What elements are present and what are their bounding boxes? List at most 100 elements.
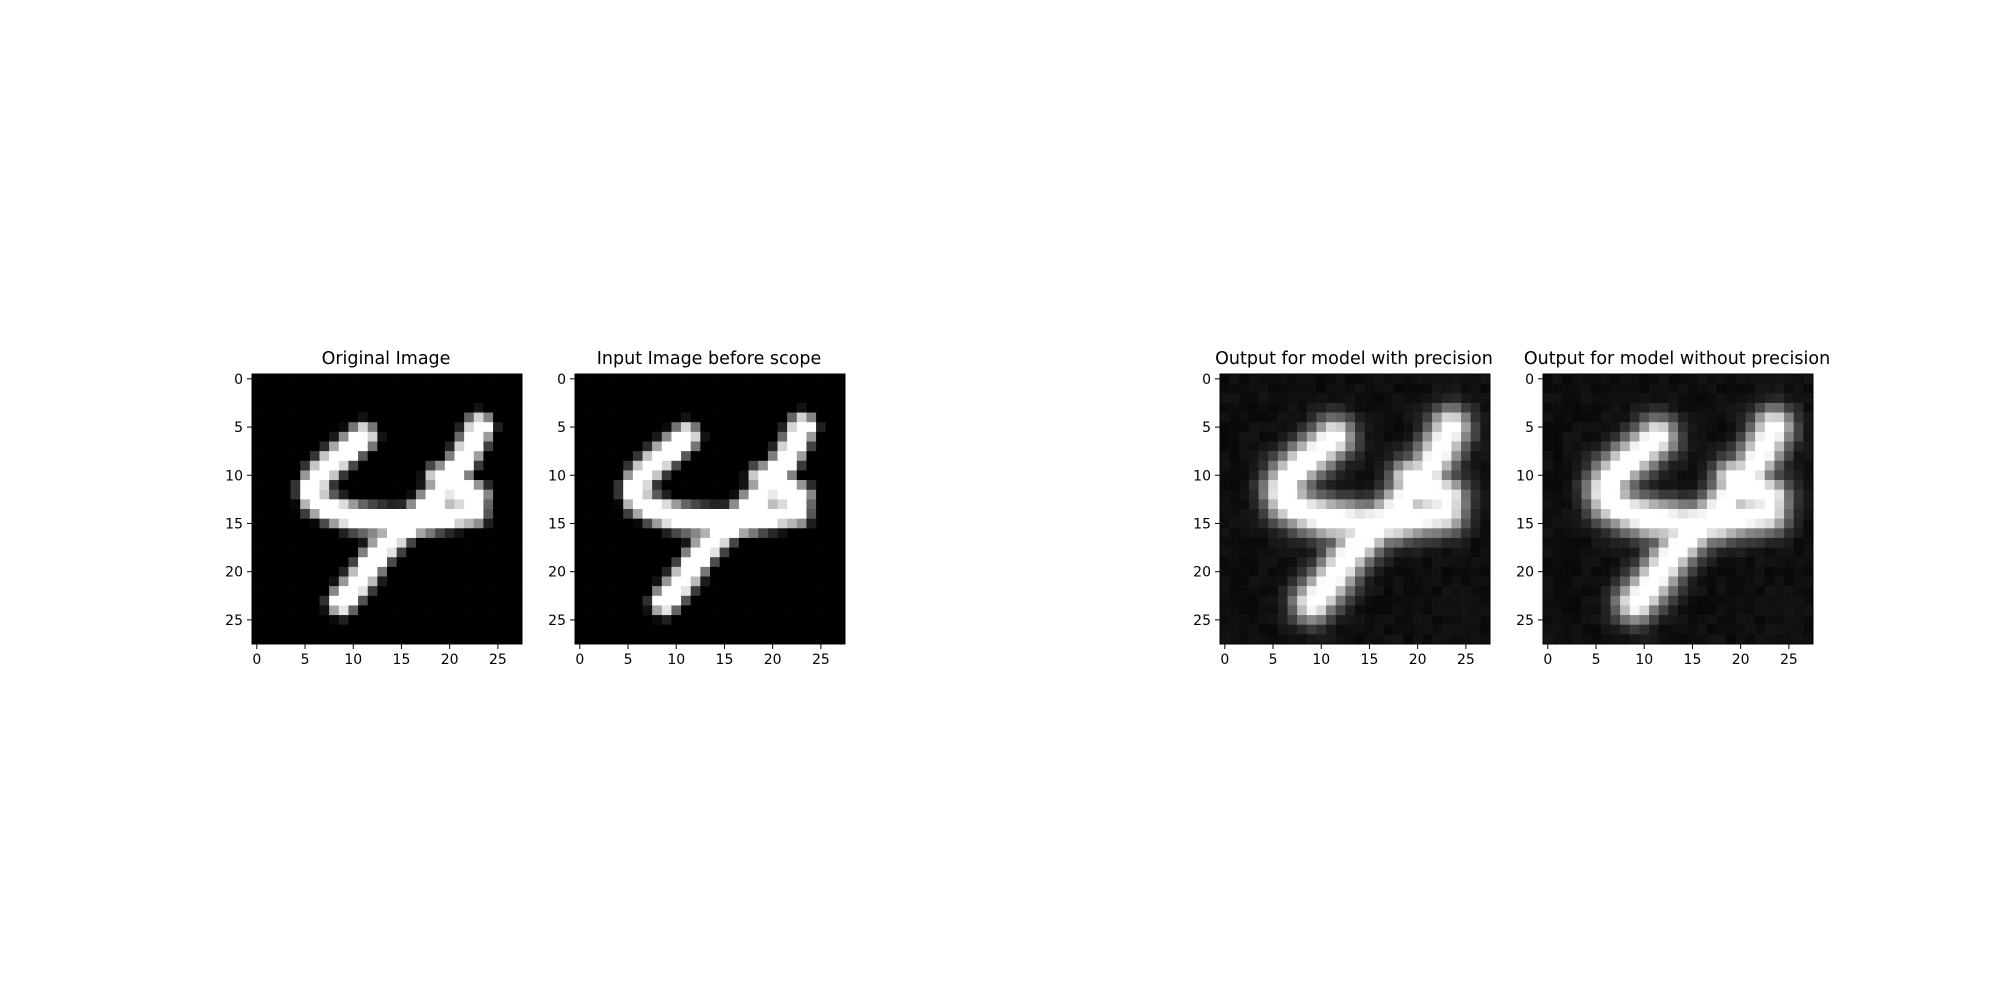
pixel-cell [300,528,311,539]
pixel-cell [1774,489,1785,500]
pixel-cell [748,537,759,548]
pixel-cell [1764,470,1775,481]
pixel-cell [1668,374,1679,384]
pixel-cell [642,624,653,635]
pixel-cell [261,393,272,404]
pixel-cell [816,528,827,539]
pixel-cell [290,489,301,500]
pixel-cell [348,576,359,587]
pixel-cell [613,460,624,471]
pixel-cell [700,489,711,500]
pixel-cell [1764,586,1775,597]
pixel-cell [1735,595,1746,606]
pixel-cell [1774,431,1785,442]
pixel-cell [1355,489,1365,500]
pixel-cell [444,537,455,548]
pixel-cell [1678,489,1688,500]
pixel-cell [1600,460,1611,471]
pixel-cell [1422,489,1433,500]
pixel-cell [425,499,436,510]
pixel-cell [758,412,769,423]
pixel-cell [1658,615,1669,626]
pixel-cell [681,509,692,519]
pixel-cell [1345,412,1356,423]
pixel-cell [377,615,388,626]
pixel-cell [1764,547,1775,558]
pixel-cell [1297,634,1308,645]
pixel-cell [1441,634,1452,645]
pixel-cell [329,431,340,442]
pixel-cell [1774,634,1785,645]
pixel-cell [738,383,749,394]
pixel-cell [1451,451,1462,462]
pixel-cell [1552,518,1563,529]
pixel-cell [748,499,759,510]
pixel-cell [825,576,836,587]
pixel-cell [300,470,311,481]
pixel-cell [338,595,349,606]
pixel-cell [1591,451,1602,462]
pixel-cell [1706,605,1717,616]
pixel-cell [377,422,388,433]
pixel-cell [512,489,523,500]
pixel-cell [1403,460,1414,471]
pixel-cell [719,518,730,529]
pixel-cell [348,460,359,471]
pixel-cell [825,615,836,626]
pixel-cell [796,441,807,452]
pixel-cell [806,374,817,384]
pixel-cell [396,624,407,635]
pixel-cell [777,480,788,491]
pixel-cell [825,634,836,645]
pixel-cell [502,557,513,568]
pixel-cell [1774,480,1785,491]
pixel-cell [1297,595,1308,606]
pixel-cell [261,460,272,471]
pixel-cell [1687,470,1698,481]
pixel-cell [1581,615,1592,626]
pixel-cell [1649,624,1660,635]
pixel-cell [1774,499,1785,510]
pixel-cell [642,566,653,577]
pixel-cell [1364,595,1375,606]
pixel-cell [1610,547,1621,558]
pixel-cell [1687,509,1698,519]
pixel-cell [1716,374,1727,384]
pixel-cell [329,566,340,577]
pixel-cell [729,393,740,404]
pixel-cell [661,595,672,606]
pixel-cell [1745,460,1756,471]
x-tick-label: 15 [1684,652,1702,668]
pixel-cell [252,422,262,433]
pixel-cell [1393,412,1404,423]
pixel-cell [661,470,672,481]
pixel-cell [396,470,407,481]
pixel-cell [1383,383,1394,394]
pixel-cell [454,537,465,548]
pixel-cell [738,624,749,635]
pixel-cell [1277,566,1288,577]
pixel-cell [1678,431,1688,442]
pixel-cell [280,576,291,587]
pixel-cell [1470,518,1481,529]
pixel-cell [700,393,711,404]
pixel-cell [1374,383,1385,394]
pixel-cell [787,537,798,548]
pixel-cell [1562,422,1573,433]
pixel-cell [738,460,749,471]
pixel-cell [603,509,614,519]
pixel-cell [594,586,605,597]
pixel-cell [758,509,769,519]
pixel-cell [1383,451,1394,462]
pixel-cell [1239,595,1250,606]
pixel-cell [1755,499,1766,510]
pixel-cell [338,402,349,413]
pixel-cell [632,634,643,645]
pixel-cell [1610,605,1621,616]
pixel-cell [1239,451,1250,462]
pixel-cell [613,595,624,606]
pixel-cell [1726,634,1737,645]
pixel-cell [1639,509,1650,519]
pixel-cell [1803,586,1814,597]
pixel-cell [1480,451,1491,462]
